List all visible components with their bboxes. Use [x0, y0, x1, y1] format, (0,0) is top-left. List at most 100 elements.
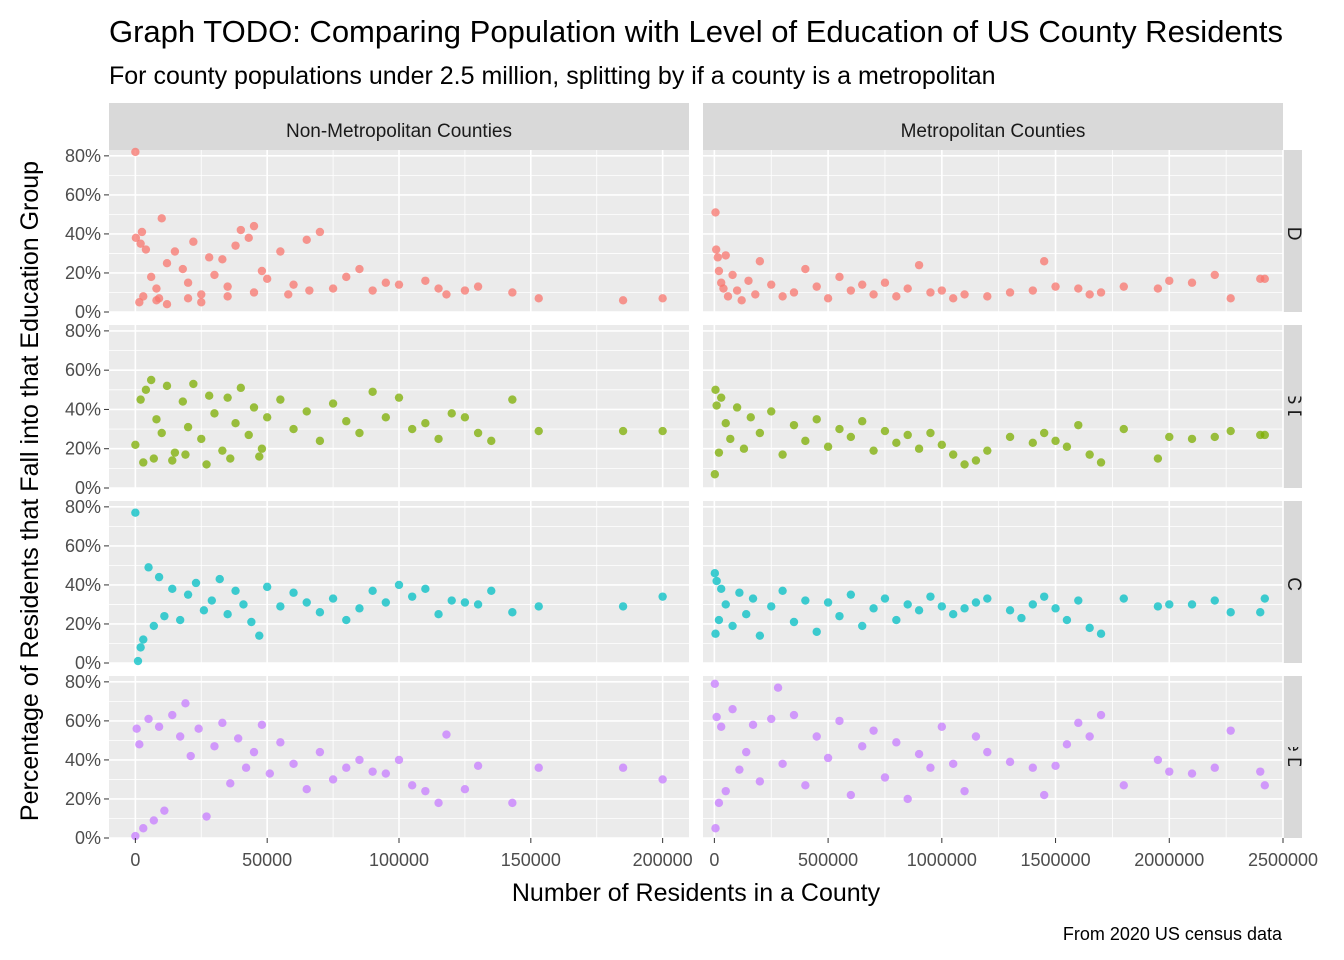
data-point [162, 299, 172, 309]
x-tick-label: 0 [709, 850, 719, 870]
data-point [712, 576, 721, 586]
data-point [141, 245, 151, 254]
data-point [276, 395, 285, 404]
data-point [534, 294, 543, 303]
data-point [778, 450, 787, 459]
data-point [139, 292, 148, 301]
data-point [728, 704, 737, 714]
data-point [508, 608, 517, 617]
data-point [737, 296, 746, 305]
data-point [1005, 606, 1015, 615]
data-point [276, 602, 285, 611]
data-point [892, 738, 901, 747]
data-point [716, 393, 726, 402]
data-point [342, 272, 351, 282]
data-point [181, 699, 190, 708]
data-point [223, 610, 232, 619]
x-axis-label: Number of Residents in a County [512, 879, 881, 907]
data-point [869, 604, 878, 613]
data-point [658, 294, 667, 303]
data-point [421, 584, 430, 594]
data-point [755, 257, 765, 266]
data-point [460, 286, 470, 295]
data-point [1210, 763, 1219, 772]
data-point [835, 716, 844, 726]
data-point [460, 413, 470, 422]
data-point [1074, 718, 1083, 728]
data-point [732, 403, 742, 412]
y-axis-label: Percentage of Residents that Fall into t… [16, 161, 44, 821]
y-tick-label: 40% [65, 399, 101, 419]
data-point [937, 440, 947, 449]
data-point [315, 747, 325, 757]
data-point [231, 418, 240, 428]
data-point [226, 779, 235, 788]
facet-panels: Non-Metropolitan Counties Metropolitan Co… [65, 103, 1318, 870]
data-point [767, 280, 776, 289]
data-point [154, 572, 164, 582]
data-point [658, 426, 667, 436]
data-point [789, 420, 799, 430]
data-point [218, 255, 227, 264]
data-point [342, 417, 351, 426]
data-point [236, 225, 246, 235]
data-point [223, 393, 232, 402]
y-tick-label: 60% [65, 711, 101, 731]
data-point [328, 594, 338, 603]
data-point [1062, 615, 1072, 625]
data-point [751, 290, 760, 299]
data-point [154, 294, 164, 303]
data-point [262, 413, 272, 422]
data-point [328, 775, 338, 784]
data-point [926, 763, 935, 772]
data-point [534, 602, 543, 611]
data-point [1096, 458, 1106, 467]
data-point [658, 775, 667, 784]
data-point [434, 610, 443, 619]
data-point [1165, 276, 1174, 285]
data-point [1051, 761, 1060, 770]
y-tick-label: 0% [75, 828, 101, 848]
x-tick-label: 2500000 [1248, 850, 1318, 870]
data-point [197, 298, 206, 307]
data-point [149, 454, 159, 463]
data-point [342, 615, 351, 625]
data-point [1096, 629, 1106, 638]
y-tick-label: 0% [75, 653, 101, 673]
data-point [735, 588, 744, 597]
data-point [742, 747, 751, 757]
data-point [892, 292, 901, 301]
data-point [328, 284, 338, 293]
data-point [168, 456, 177, 465]
data-point [869, 290, 878, 299]
data-point [210, 270, 219, 280]
data-point [858, 280, 867, 289]
data-point [239, 600, 248, 609]
data-point [914, 260, 924, 270]
row-strip [1283, 501, 1302, 663]
data-point [218, 446, 227, 455]
data-point [713, 253, 722, 262]
data-point [199, 606, 209, 615]
y-tick-label: 60% [65, 185, 101, 205]
data-point [255, 631, 264, 640]
data-point [132, 724, 141, 733]
data-point [858, 417, 867, 426]
data-point [207, 596, 217, 605]
data-point [342, 763, 351, 772]
data-point [178, 397, 188, 406]
data-point [746, 413, 755, 422]
data-point [146, 375, 156, 385]
data-point [460, 598, 470, 607]
data-point [231, 241, 240, 250]
data-point [1074, 596, 1083, 605]
row-strip [1283, 676, 1302, 838]
data-point [144, 714, 153, 724]
data-point [231, 586, 240, 595]
data-point [257, 266, 267, 276]
data-point [711, 245, 721, 254]
data-point [1005, 288, 1015, 297]
data-point [302, 785, 311, 794]
data-point [202, 460, 211, 469]
